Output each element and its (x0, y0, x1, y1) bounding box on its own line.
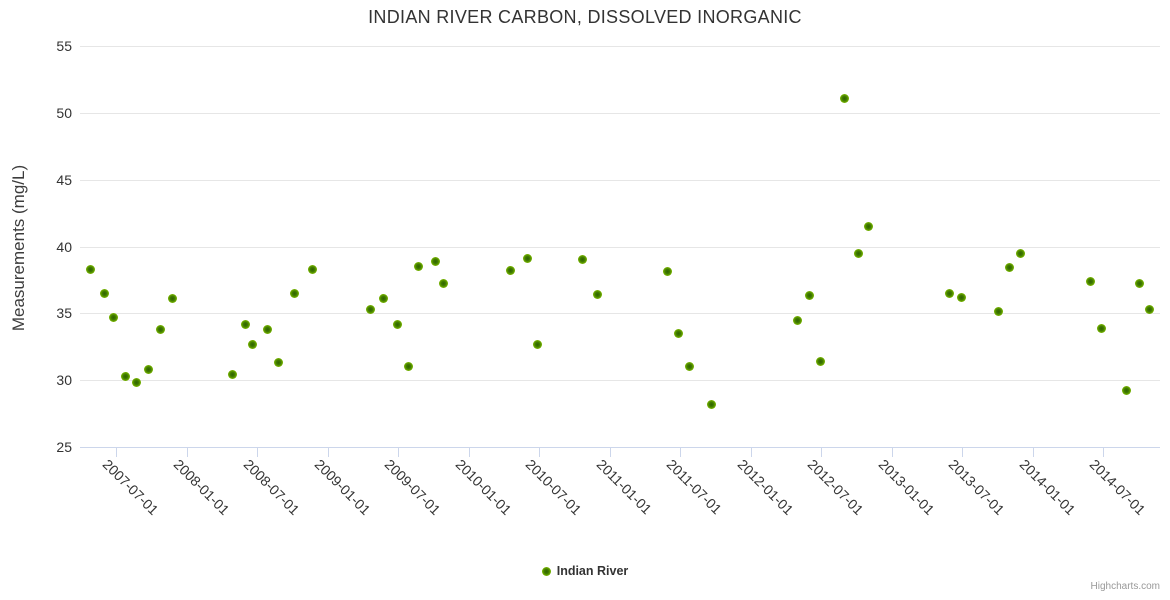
data-point[interactable] (392, 319, 402, 329)
x-tick-mark (398, 447, 400, 457)
data-point[interactable] (1015, 248, 1025, 258)
data-point[interactable] (853, 248, 863, 258)
data-point[interactable] (863, 221, 873, 231)
x-axis-tick-label: 2009-07-01 (381, 456, 444, 518)
x-tick-mark (186, 447, 188, 457)
data-point[interactable] (522, 254, 532, 264)
data-point[interactable] (100, 288, 110, 298)
data-point[interactable] (533, 339, 543, 349)
y-axis-tick-label: 25 (56, 439, 72, 455)
x-axis-tick-label: 2008-07-01 (240, 456, 303, 518)
y-gridline (80, 313, 1160, 315)
data-point[interactable] (1145, 304, 1155, 314)
x-tick-mark (751, 447, 753, 457)
y-gridline (80, 179, 1160, 181)
x-axis-tick-label: 2009-01-01 (311, 456, 374, 518)
credits-link[interactable]: Highcharts.com (1090, 581, 1160, 592)
x-tick-mark (469, 447, 471, 457)
x-tick-mark (539, 447, 541, 457)
x-axis-tick-label: 2010-01-01 (452, 456, 515, 518)
x-tick-mark (892, 447, 894, 457)
data-point[interactable] (1085, 276, 1095, 286)
x-tick-mark (821, 447, 823, 457)
data-point[interactable] (132, 378, 142, 388)
data-point[interactable] (262, 324, 272, 334)
data-point[interactable] (167, 294, 177, 304)
x-axis-tick-label: 2014-07-01 (1086, 456, 1149, 518)
data-point[interactable] (413, 262, 423, 272)
x-axis-tick-label: 2012-07-01 (805, 456, 868, 518)
x-tick-mark (257, 447, 259, 457)
data-point[interactable] (993, 307, 1003, 317)
data-point[interactable] (108, 312, 118, 322)
y-axis-tick-label: 55 (56, 38, 72, 54)
data-point[interactable] (945, 288, 955, 298)
y-gridline (80, 246, 1160, 248)
x-tick-mark (1033, 447, 1035, 457)
data-point[interactable] (592, 290, 602, 300)
y-axis-tick-label: 45 (56, 171, 72, 188)
data-point[interactable] (804, 291, 814, 301)
x-axis-tick-label: 2010-07-01 (522, 456, 585, 518)
y-axis-title: Measurements (mg/L) (9, 164, 28, 332)
x-tick-mark (115, 447, 117, 457)
data-point[interactable] (956, 292, 966, 302)
data-point[interactable] (1097, 323, 1107, 333)
y-axis-tick-label: 30 (56, 372, 72, 389)
x-tick-mark (610, 447, 612, 457)
data-point[interactable] (578, 255, 588, 265)
x-tick-mark (328, 447, 330, 457)
data-point[interactable] (840, 93, 850, 103)
data-point[interactable] (86, 264, 96, 274)
data-point[interactable] (707, 399, 717, 409)
data-point[interactable] (227, 370, 237, 380)
x-axis-tick-label: 2011-01-01 (593, 456, 656, 518)
x-tick-mark (962, 447, 964, 457)
data-point[interactable] (248, 339, 258, 349)
data-point[interactable] (240, 319, 250, 329)
data-point[interactable] (506, 266, 516, 276)
y-gridline (80, 46, 1160, 47)
data-point[interactable] (307, 264, 317, 274)
legend-label: Indian River (556, 564, 629, 578)
x-axis-tick-label: 2007-07-01 (99, 456, 162, 518)
data-point[interactable] (1004, 263, 1014, 273)
data-point[interactable] (1134, 279, 1144, 289)
legend-marker-icon (541, 566, 551, 576)
x-axis-tick-label: 2014-01-01 (1017, 456, 1079, 518)
y-axis-tick-label: 35 (56, 305, 72, 322)
x-axis-tick-label: 2013-01-01 (876, 456, 939, 518)
data-point[interactable] (674, 328, 684, 338)
chart-title: INDIAN RIVER CARBON, DISSOLVED INORGANIC (368, 7, 802, 27)
y-gridline (80, 380, 1160, 382)
data-point[interactable] (793, 315, 803, 325)
data-point[interactable] (121, 371, 131, 381)
y-gridline (80, 112, 1160, 114)
data-point[interactable] (685, 362, 695, 372)
x-tick-mark (1103, 447, 1105, 457)
x-axis-tick-label: 2011-07-01 (663, 456, 725, 518)
data-point[interactable] (378, 294, 388, 304)
data-point[interactable] (273, 358, 283, 368)
x-axis-tick-label: 2008-01-01 (170, 456, 233, 518)
y-axis-tick-label: 40 (56, 238, 72, 255)
y-axis-tick-label: 50 (56, 104, 72, 121)
x-axis-line (80, 447, 1160, 448)
data-point[interactable] (156, 324, 166, 334)
data-point[interactable] (403, 362, 413, 372)
legend-item-indian-river[interactable]: Indian River (0, 561, 1170, 581)
data-point[interactable] (663, 267, 673, 277)
data-point[interactable] (438, 279, 448, 289)
data-point[interactable] (365, 304, 375, 314)
data-point[interactable] (289, 288, 299, 298)
x-tick-mark (680, 447, 682, 457)
data-point[interactable] (1121, 386, 1131, 396)
x-axis-tick-label: 2013-07-01 (945, 456, 1008, 518)
data-point[interactable] (143, 364, 153, 374)
data-point[interactable] (430, 256, 440, 266)
data-point[interactable] (815, 356, 825, 366)
x-axis-tick-label: 2012-01-01 (734, 456, 797, 518)
